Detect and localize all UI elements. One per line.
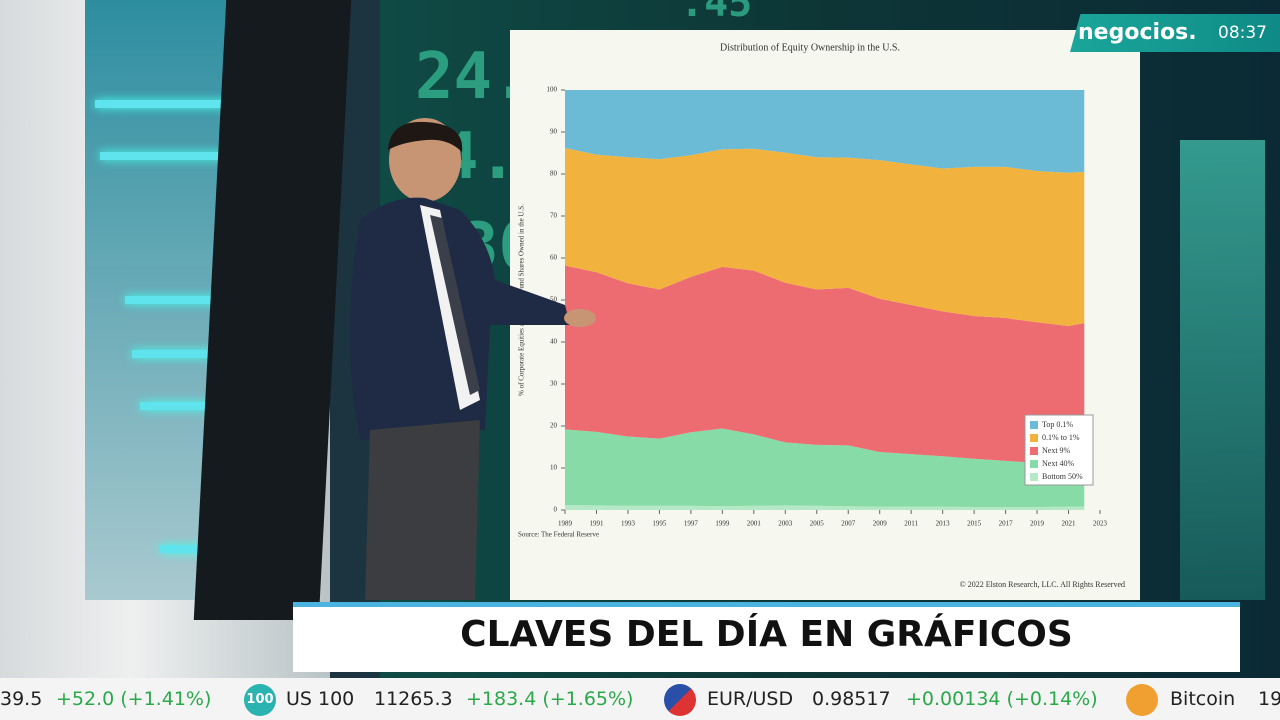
presenter-tie (430, 215, 480, 395)
legend-swatch (1030, 434, 1038, 442)
y-tick-label: 80 (550, 170, 558, 178)
light (140, 402, 235, 410)
flag-icon (664, 684, 696, 716)
area (565, 504, 1085, 510)
ticker-value: 0.98517 (812, 688, 891, 710)
chart-title: Distribution of Equity Ownership in the … (720, 42, 900, 53)
legend-label: Next 40% (1042, 459, 1075, 468)
logo-box (1070, 14, 1280, 52)
legend-label: Top 0.1% (1042, 420, 1073, 429)
ticker (0, 678, 1280, 720)
ticker-name: US 100 (286, 688, 355, 710)
y-tick-label: 70 (550, 212, 558, 220)
banner (293, 602, 1240, 672)
legend-swatch (1030, 447, 1038, 455)
ticker-badge: 100 (244, 684, 276, 716)
y-tick-label: 10 (550, 464, 558, 472)
bitcoin-icon (1126, 684, 1158, 716)
x-tick-label: 1997 (684, 520, 699, 528)
ticker-value: 11265.3 (374, 688, 453, 710)
x-tick-label: 2023 (1093, 520, 1108, 528)
legend-swatch (1030, 473, 1038, 481)
x-tick-label: 2021 (1062, 520, 1077, 528)
logo-brand: negocios. (1078, 20, 1197, 45)
area (565, 90, 1085, 173)
x-tick-label: 1989 (558, 520, 573, 528)
light (125, 296, 245, 304)
ticker-value: 39.5 (0, 688, 43, 710)
y-tick-label: 60 (550, 254, 558, 262)
x-tick-label: 2015 (967, 520, 982, 528)
clock: 08:37 (1218, 23, 1267, 43)
ticker-change: +0.00134 (+0.14%) (906, 688, 1098, 710)
ticker-name: Bitcoin (1170, 688, 1236, 710)
legend-label: Bottom 50% (1042, 472, 1083, 481)
ticker-name: EUR/USD (707, 688, 794, 710)
bar-graphic (1180, 140, 1265, 600)
light (100, 152, 260, 160)
ticker-change: +52.0 (+1.41%) (56, 688, 212, 710)
copyright: © 2022 Elston Research, LLC. All Rights … (960, 580, 1125, 589)
y-tick-label: 0 (554, 506, 558, 514)
ticker-value: 19 (1258, 688, 1280, 710)
x-tick-label: 1991 (589, 520, 604, 528)
y-tick-label: 50 (550, 296, 558, 304)
presenter (350, 118, 596, 600)
x-tick-label: 2007 (841, 520, 856, 528)
presenter-hand (564, 309, 596, 327)
y-tick-label: 90 (550, 128, 558, 136)
y-tick-label: 40 (550, 338, 558, 346)
x-tick-label: 1999 (715, 520, 730, 528)
x-tick-label: 1993 (621, 520, 636, 528)
x-tick-label: 2003 (778, 520, 793, 528)
banner-text: CLAVES DEL DÍA EN GRÁFICOS (460, 614, 1073, 655)
legend-swatch (1030, 421, 1038, 429)
bg-digit: .45 (680, 0, 753, 26)
x-tick-label: 2011 (904, 520, 918, 528)
y-tick-label: 100 (547, 86, 558, 94)
chart: Distribution of Equity Ownership in the … (510, 30, 1140, 600)
x-tick-label: 2013 (936, 520, 951, 528)
y-tick-label: 20 (550, 422, 558, 430)
light (132, 350, 242, 358)
area (565, 265, 1085, 465)
light (95, 100, 265, 108)
presenter-trousers (365, 420, 480, 600)
x-tick-label: 1995 (652, 520, 667, 528)
x-tick-label: 2019 (1030, 520, 1045, 528)
legend-label: 0.1% to 1% (1042, 433, 1080, 442)
legend-swatch (1030, 460, 1038, 468)
x-tick-label: 2001 (747, 520, 762, 528)
ticker-change: +183.4 (+1.65%) (466, 688, 634, 710)
source: Source: The Federal Reserve (518, 531, 599, 539)
y-tick-label: 30 (550, 380, 558, 388)
x-tick-label: 2017 (999, 520, 1014, 528)
x-tick-label: 2009 (873, 520, 888, 528)
presenter-hair (388, 121, 463, 152)
light (160, 545, 215, 553)
area (565, 147, 1085, 327)
x-tick-label: 2005 (810, 520, 825, 528)
legend-label: Next 9% (1042, 446, 1071, 455)
area (565, 428, 1085, 508)
